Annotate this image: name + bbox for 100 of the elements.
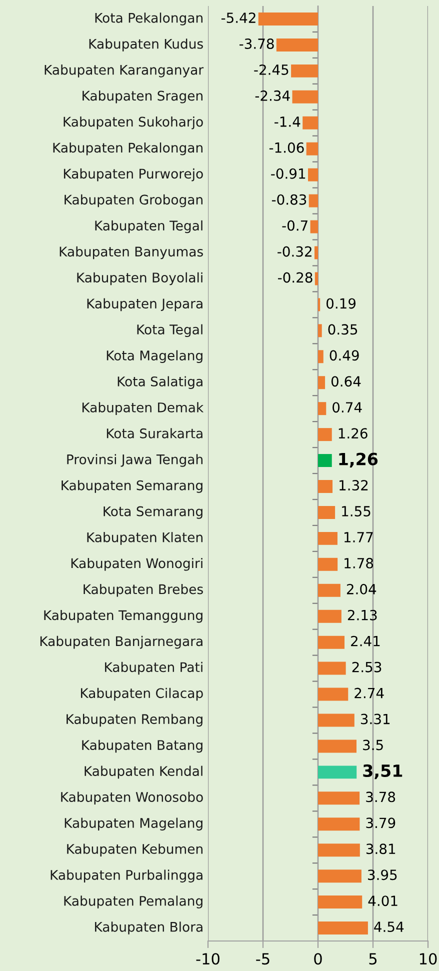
bar	[318, 844, 360, 857]
data-label: 0.64	[331, 376, 361, 387]
bar	[314, 272, 318, 286]
y-tick-label: Kabupaten Kebumen	[67, 844, 202, 856]
y-tick-label: Kabupaten Cilacap	[80, 688, 203, 701]
y-tick-label: Kabupaten Kudus	[89, 38, 203, 52]
y-tick-label: Kabupaten Batang	[82, 740, 202, 753]
data-label: 1,26	[339, 452, 378, 468]
data-label: -3.78	[240, 38, 274, 49]
bar	[318, 896, 362, 909]
bar	[318, 480, 333, 493]
bar	[258, 12, 318, 26]
y-tick-label: Kabupaten Karanganyar	[44, 64, 204, 78]
data-label: -0.28	[278, 272, 312, 283]
data-label: 1.55	[342, 506, 370, 516]
bar	[308, 194, 318, 208]
data-label: 3.78	[366, 792, 396, 802]
bar	[276, 38, 318, 52]
data-label: -0.32	[278, 246, 312, 257]
data-label: -1.4	[274, 116, 300, 127]
bar	[318, 922, 368, 935]
x-tick-label: 10	[420, 953, 437, 965]
data-label: 0.49	[330, 350, 359, 361]
bar	[318, 454, 332, 468]
bar	[306, 142, 318, 156]
data-label: 3.5	[363, 740, 383, 750]
y-tick-label: Kabupaten Tegal	[95, 220, 202, 234]
bar	[318, 402, 326, 416]
bar	[308, 168, 318, 182]
bar	[318, 558, 338, 571]
y-tick-label: Kabupaten Wonogiri	[71, 558, 202, 571]
data-label: 0.35	[328, 324, 358, 335]
y-tick-label: Kabupaten Banjarnegara	[40, 636, 202, 649]
data-label: -5.42	[221, 12, 256, 24]
y-tick-label: Kabupaten Purworejo	[64, 168, 203, 182]
bar	[314, 246, 318, 260]
data-label: 2.13	[348, 610, 377, 620]
x-tick-label: -5	[256, 953, 270, 965]
y-tick-label: Kabupaten Magelang	[64, 818, 202, 831]
data-label: 3,51	[363, 764, 402, 780]
y-tick-label: Kabupaten Wonosobo	[61, 792, 203, 805]
y-tick-label: Kabupaten Pemalang	[64, 896, 202, 908]
data-label: 2.53	[352, 662, 382, 672]
y-tick-label: Kabupaten Blora	[95, 922, 202, 934]
x-tick-label: -10	[196, 953, 220, 965]
data-label: 1.77	[344, 532, 373, 542]
y-tick-label: Kabupaten Grobogan	[64, 194, 202, 208]
bar	[318, 428, 332, 442]
y-tick-label: Kabupaten Pekalongan	[53, 142, 202, 156]
x-tick-label: 5	[369, 953, 377, 965]
bar	[310, 220, 318, 234]
data-label: -0.91	[271, 168, 306, 179]
bar	[292, 90, 318, 104]
y-tick-label: Kabupaten Kendal	[84, 766, 202, 779]
data-label: 2.41	[351, 636, 380, 646]
y-tick-label: Kabupaten Semarang	[62, 480, 202, 493]
data-label: 4.01	[368, 896, 398, 906]
bar	[302, 116, 318, 130]
bar	[318, 376, 326, 390]
bar	[318, 818, 360, 831]
y-tick-label: Kota Salatiga	[118, 376, 202, 389]
data-label: 3.79	[366, 818, 396, 828]
data-label: 0.19	[326, 298, 356, 309]
data-label: -2.45	[254, 64, 288, 75]
bar	[318, 324, 322, 338]
y-tick-label: Kabupaten Banyumas	[60, 246, 203, 260]
bar	[318, 532, 338, 545]
data-label: 2.04	[346, 584, 376, 594]
data-label: -0.7	[282, 220, 308, 231]
y-tick-label: Kota Semarang	[104, 506, 202, 519]
y-tick-label: Kabupaten Brebes	[84, 584, 203, 597]
y-tick-label: Kabupaten Klaten	[87, 532, 202, 545]
bar	[318, 350, 324, 364]
bar	[291, 64, 318, 78]
y-tick-label: Kabupaten Jepara	[87, 298, 202, 312]
y-tick-label: Kabupaten Temanggung	[44, 610, 202, 623]
y-tick-label: Kabupaten Rembang	[66, 714, 202, 727]
data-label: -2.34	[255, 90, 290, 101]
bar	[318, 636, 345, 649]
bar	[318, 610, 342, 623]
y-tick-label: Kabupaten Purbalingga	[50, 870, 202, 882]
bar	[318, 792, 360, 805]
y-tick-label: Provinsi Jawa Tengah	[67, 454, 202, 467]
data-label: 0.74	[332, 402, 362, 413]
y-tick-label: Kota Tegal	[137, 324, 202, 338]
data-label: -0.83	[272, 194, 306, 205]
y-tick-label: Kota Pekalongan	[95, 12, 202, 26]
bar	[318, 870, 362, 883]
data-label: 2.74	[354, 688, 384, 698]
data-label: 1.78	[344, 558, 374, 568]
y-tick-label: Kabupaten Boyolali	[77, 272, 202, 286]
bar	[318, 584, 340, 597]
bar	[318, 688, 348, 701]
y-tick-label: Kabupaten Pati	[105, 662, 202, 675]
data-label: -1.06	[269, 142, 304, 153]
y-tick-label: Kota Magelang	[106, 350, 202, 364]
bar	[318, 714, 354, 727]
data-label: 3.81	[366, 844, 396, 854]
data-label: 1.32	[340, 480, 368, 491]
x-tick-label: 0	[314, 953, 322, 965]
